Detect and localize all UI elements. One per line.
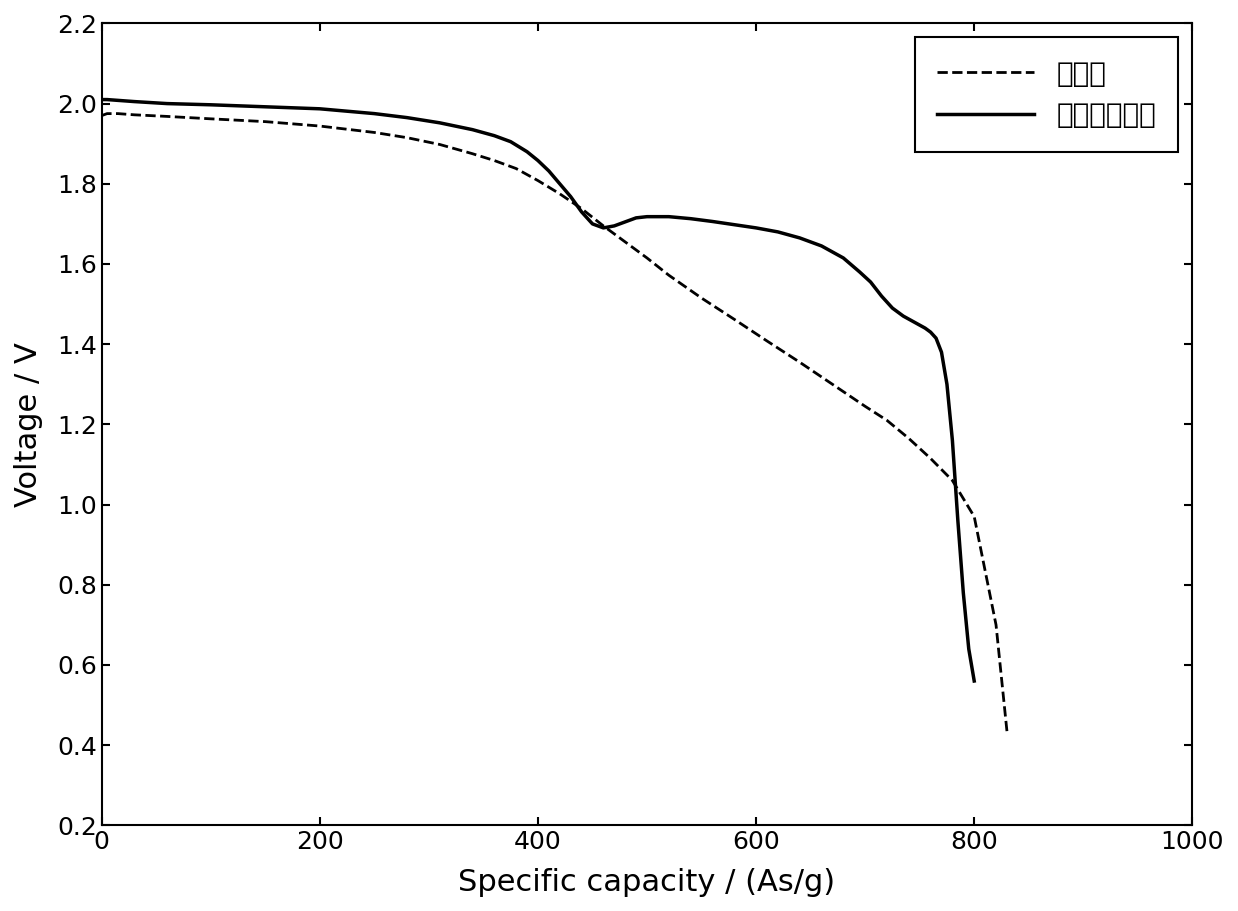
本发明实施例 [967,676,982,687]
对比例 [312,120,327,131]
对比例 [465,148,480,159]
对比例 [661,270,676,281]
对比例 [901,433,916,444]
对比例 [258,117,272,128]
对比例 [432,139,447,150]
对比例 [509,163,524,174]
对比例 [366,127,381,138]
对比例 [531,175,546,186]
Line: 对比例: 对比例 [102,114,1006,732]
Line: 本发明实施例: 本发明实施例 [102,99,974,681]
对比例 [879,415,894,425]
Legend: 对比例, 本发明实施例: 对比例, 本发明实施例 [915,37,1179,151]
对比例 [110,108,125,119]
对比例 [618,237,633,248]
对比例 [574,203,589,214]
本发明实施例 [962,643,977,654]
对比例 [595,220,610,231]
对比例 [160,111,175,122]
对比例 [727,314,742,325]
对比例 [760,335,775,346]
X-axis label: Specific capacity / (As/g): Specific capacity / (As/g) [458,868,836,897]
对比例 [924,453,938,464]
本发明实施例 [863,277,878,288]
Y-axis label: Voltage / V: Voltage / V [14,342,43,507]
对比例 [945,475,959,486]
对比例 [203,113,218,124]
对比例 [967,511,982,522]
对比例 [858,401,873,412]
本发明实施例 [815,241,829,251]
对比例 [640,252,655,263]
对比例 [128,109,142,120]
本发明实施例 [541,166,556,177]
对比例 [100,108,115,119]
对比例 [825,379,839,390]
对比例 [94,110,109,121]
对比例 [487,155,501,166]
对比例 [989,619,1004,630]
本发明实施例 [94,94,109,105]
对比例 [792,357,807,368]
对比例 [400,132,415,143]
本发明实施例 [531,155,546,166]
对比例 [552,189,567,200]
本发明实施例 [465,124,480,135]
对比例 [999,726,1014,737]
对比例 [695,292,709,303]
